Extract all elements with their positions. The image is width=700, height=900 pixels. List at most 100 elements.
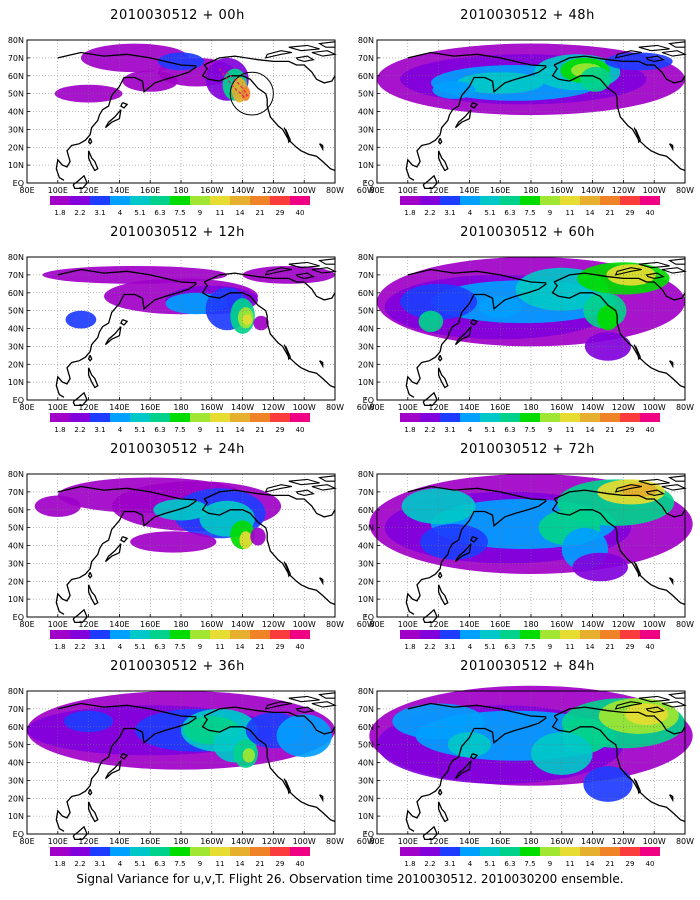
lon-tick-label: 180 — [523, 837, 538, 846]
colorbar-label: 3.1 — [94, 426, 105, 434]
lon-tick-label: 80W — [676, 837, 694, 846]
colorbar: 1.8 2.2 3.1 4 5.1 6.3 7.5 9 11 14 21 29 40 — [50, 413, 310, 434]
lat-tick-label: 50N — [358, 524, 374, 533]
colorbar-swatch — [600, 196, 620, 205]
colorbar-swatch — [270, 413, 290, 422]
colorbar-swatch — [480, 413, 500, 422]
coastlines — [55, 475, 337, 624]
lat-tick-label: 80N — [358, 253, 374, 262]
colorbar-label: 4 — [468, 209, 473, 217]
colorbar-label: 7.5 — [524, 860, 535, 868]
lon-tick-label: 120W — [612, 620, 635, 629]
lat-tick-label: 30N — [358, 125, 374, 134]
island — [645, 489, 665, 496]
variance-contour — [242, 314, 252, 325]
graticule — [27, 257, 335, 400]
variance-contour — [242, 748, 255, 763]
colorbar-label: 7.5 — [174, 426, 185, 434]
variance-field — [42, 266, 335, 334]
colorbar-swatch — [520, 196, 540, 205]
colorbar-swatch — [210, 847, 230, 856]
colorbar-swatch — [420, 630, 440, 639]
lon-tick-label: 80E — [369, 620, 384, 629]
island — [311, 50, 337, 57]
coastline — [470, 318, 479, 326]
lon-tick-label: 160W — [200, 403, 223, 412]
colorbar-swatch — [440, 630, 460, 639]
lon-tick-label: 60W — [357, 403, 375, 412]
panel-12h: 2010030512 + 12h 80N 70N 60N 50N 40N 30N 20N 10… — [5, 217, 375, 439]
panel-title: 2010030512 + 12h — [110, 225, 245, 240]
lat-tick-label: 50N — [8, 90, 24, 99]
lon-tick-label: 60W — [357, 620, 375, 629]
colorbar-label: 7.5 — [524, 209, 535, 217]
colorbar-label: 2.2 — [74, 426, 85, 434]
coastline — [319, 577, 324, 586]
colorbar-label: 4 — [468, 426, 473, 434]
colorbar: 1.8 2.2 3.1 4 5.1 6.3 7.5 9 11 14 21 29 40 — [400, 847, 660, 868]
lat-tick-label: 30N — [358, 559, 374, 568]
coastline — [201, 64, 336, 172]
variance-contour — [239, 531, 252, 549]
coastline — [55, 717, 197, 832]
colorbar-label: 3.1 — [94, 209, 105, 217]
lat-tick-label: EQ — [363, 830, 374, 839]
colorbar-label: 40 — [646, 209, 655, 217]
island — [288, 695, 320, 703]
colorbar-swatch — [270, 630, 290, 639]
lat-tick-label: 60N — [8, 72, 24, 81]
coastline — [104, 326, 122, 346]
lat-tick-label: 10N — [358, 812, 374, 821]
colorbar-swatch — [540, 847, 560, 856]
panel-title: 2010030512 + 60h — [460, 225, 595, 240]
lon-tick-label: 100W — [643, 186, 666, 195]
lon-tick-label: 140E — [109, 403, 129, 412]
lat-tick-label: 40N — [358, 325, 374, 334]
lat-tick-label: 40N — [8, 108, 24, 117]
lat-tick-label: EQ — [363, 179, 374, 188]
panel-title: 2010030512 + 36h — [110, 659, 245, 674]
lon-tick-label: 80W — [676, 186, 694, 195]
lon-tick-label: 80W — [676, 403, 694, 412]
colorbar-label: 1.8 — [404, 426, 415, 434]
colorbar-label: 6.3 — [154, 643, 165, 651]
colorbar-swatch — [150, 630, 170, 639]
lat-tick-label: 10N — [8, 595, 24, 604]
lat-tick-label: 60N — [8, 506, 24, 515]
coastline — [120, 101, 129, 109]
colorbar-label: 3.1 — [94, 643, 105, 651]
colorbar-label: 5.1 — [484, 209, 495, 217]
colorbar-swatch — [50, 630, 70, 639]
lon-tick-label: 100E — [398, 620, 418, 629]
panel-84h: 2010030512 + 84h 80N 70N 60N 50N 40N 30N 20N 10… — [355, 651, 700, 873]
colorbar-label: 1.8 — [404, 209, 415, 217]
colorbar-swatch — [400, 413, 420, 422]
colorbar-swatch — [600, 630, 620, 639]
coastline — [283, 127, 292, 144]
colorbar-label: 11 — [566, 643, 575, 651]
colorbar-swatch — [70, 196, 90, 205]
colorbar-label: 21 — [256, 426, 265, 434]
colorbar-label: 21 — [606, 643, 615, 651]
colorbar-label: 14 — [236, 643, 245, 651]
colorbar-label: 14 — [586, 209, 595, 217]
colorbar-swatch — [620, 630, 640, 639]
colorbar: 1.8 2.2 3.1 4 5.1 6.3 7.5 9 11 14 21 29 40 — [400, 630, 660, 651]
colorbar-swatch — [70, 413, 90, 422]
colorbar-label: 7.5 — [524, 643, 535, 651]
colorbar-swatch — [290, 413, 310, 422]
colorbar-swatch — [640, 196, 660, 205]
colorbar-swatch — [190, 630, 210, 639]
colorbar-label: 7.5 — [174, 860, 185, 868]
colorbar-label: 11 — [566, 209, 575, 217]
lon-tick-label: 160W — [550, 186, 573, 195]
colorbar-swatch — [400, 630, 420, 639]
lat-tick-label: EQ — [363, 396, 374, 405]
colorbar-swatch — [170, 630, 190, 639]
colorbar-label: 3.1 — [444, 643, 455, 651]
lon-tick-label: 160E — [490, 403, 510, 412]
lon-tick-label: 120E — [428, 620, 448, 629]
